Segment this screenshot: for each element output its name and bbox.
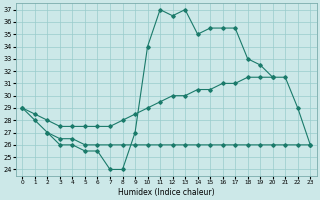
X-axis label: Humidex (Indice chaleur): Humidex (Indice chaleur)	[118, 188, 215, 197]
